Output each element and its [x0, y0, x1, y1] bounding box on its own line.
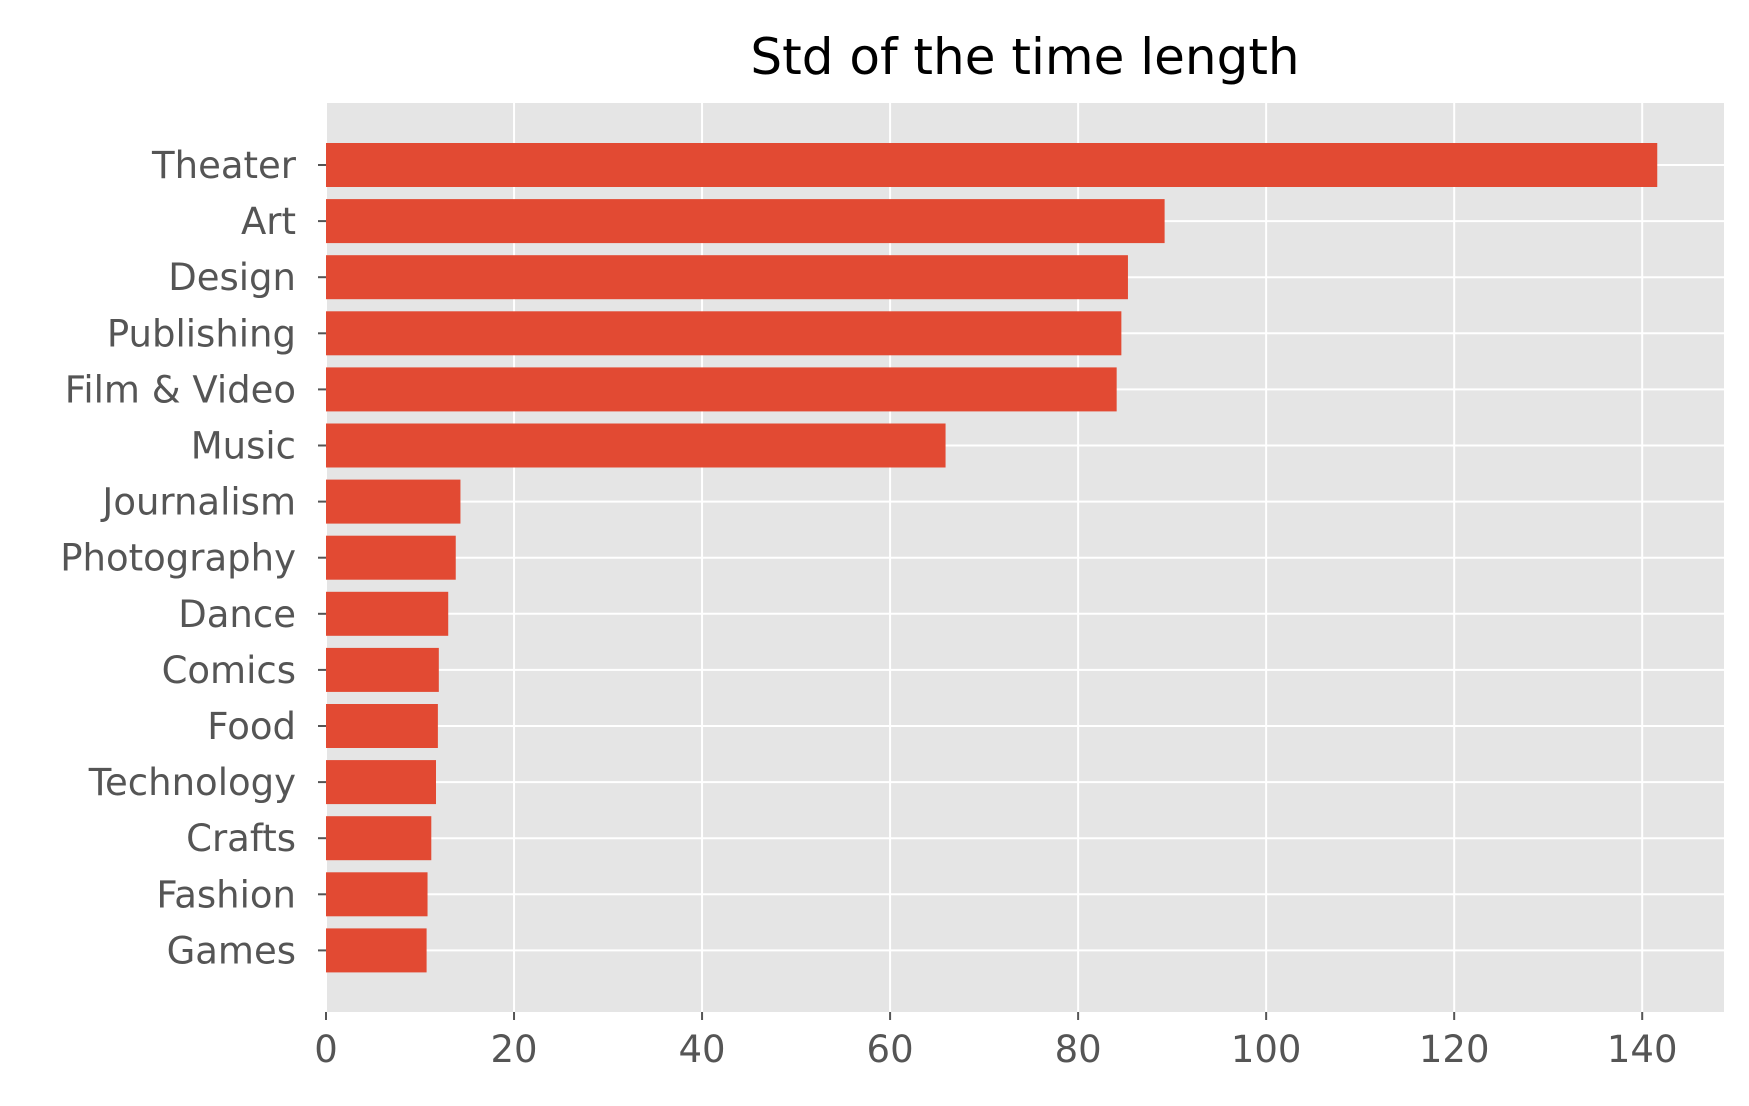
bar [326, 591, 449, 636]
y-tick-label: Design [168, 256, 296, 299]
bar [326, 199, 1165, 244]
y-tick-label: Comics [162, 649, 296, 692]
y-tick-label: Dance [178, 593, 296, 636]
y-tick-label: Fashion [156, 873, 296, 916]
bar [326, 367, 1117, 412]
x-axis-ticks: 0 20 40 60 80 100 120 140 [314, 1012, 1678, 1071]
y-axis-ticks: Theater Art Design Publishing Film & Video Mu… [60, 144, 326, 972]
bar [326, 255, 1128, 300]
y-tick-label: Theater [151, 144, 297, 187]
bar [326, 535, 456, 580]
bars [326, 143, 1658, 973]
y-tick-label: Art [241, 200, 296, 243]
y-tick-label: Games [167, 929, 296, 972]
bar [326, 423, 946, 468]
bar [326, 647, 439, 692]
y-tick-label: Film & Video [65, 368, 296, 411]
x-tick-label: 140 [1607, 1028, 1678, 1071]
x-tick-label: 20 [490, 1028, 537, 1071]
bar [326, 872, 428, 917]
y-tick-label: Photography [60, 537, 296, 580]
x-tick-label: 40 [679, 1028, 726, 1071]
x-tick-label: 0 [314, 1028, 338, 1071]
x-tick-label: 100 [1231, 1028, 1302, 1071]
x-tick-label: 120 [1419, 1028, 1490, 1071]
bar [326, 311, 1122, 356]
bar [326, 143, 1658, 187]
y-tick-label: Technology [88, 761, 296, 804]
chart-title: Std of the time length [750, 28, 1299, 86]
bar [326, 704, 438, 748]
y-tick-label: Crafts [186, 817, 296, 860]
bar [326, 479, 461, 524]
bar [326, 928, 427, 973]
x-tick-label: 60 [867, 1028, 914, 1071]
bar [326, 816, 432, 861]
x-tick-label: 80 [1055, 1028, 1102, 1071]
y-tick-label: Journalism [100, 481, 296, 524]
y-tick-label: Food [207, 705, 296, 748]
y-tick-label: Publishing [107, 312, 296, 355]
bar [326, 760, 436, 805]
y-tick-label: Music [191, 425, 296, 468]
